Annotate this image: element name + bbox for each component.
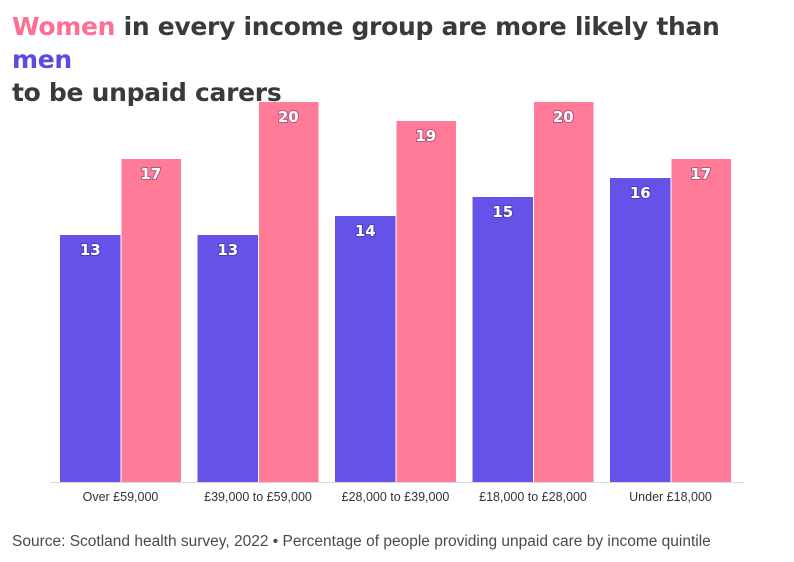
bar-chart: 13 17 Over £59,000 13 20 £39,000 to £59,000 14… [50, 102, 744, 504]
bar-women-3 [533, 102, 594, 482]
bar-men-1 [197, 235, 258, 482]
data-label-women-3: 20 [553, 108, 574, 126]
bar-men-3 [472, 197, 533, 482]
data-label-women-1: 20 [278, 108, 299, 126]
bar-women-2 [395, 121, 456, 482]
chart-title: Women in every income group are more lik… [12, 10, 782, 109]
data-label-men-1: 13 [217, 241, 238, 259]
title-highlight-women: Women [12, 12, 116, 41]
data-label-men-4: 16 [630, 184, 651, 202]
bar-men-0 [60, 235, 121, 482]
bar-women-4 [670, 159, 731, 482]
bar-women-1 [258, 102, 319, 482]
x-tick-label-3: £18,000 to £28,000 [479, 490, 587, 504]
title-middle: in every income group are more likely th… [115, 12, 720, 41]
data-label-men-2: 14 [355, 222, 376, 240]
data-label-men-3: 15 [492, 203, 513, 221]
title-highlight-men: men [12, 45, 72, 74]
x-tick-label-4: Under £18,000 [629, 490, 712, 504]
x-tick-label-1: £39,000 to £59,000 [204, 490, 312, 504]
data-label-women-0: 17 [140, 165, 161, 183]
data-label-women-4: 17 [690, 165, 711, 183]
title-line-2: to be unpaid carers [12, 78, 282, 107]
source-note: Source: Scotland health survey, 2022 • P… [12, 533, 711, 550]
data-label-women-2: 19 [415, 127, 436, 145]
bar-men-2 [335, 216, 396, 482]
bar-men-4 [610, 178, 671, 482]
x-tick-label-0: Over £59,000 [83, 490, 159, 504]
bar-women-0 [120, 159, 181, 482]
data-label-men-0: 13 [80, 241, 101, 259]
x-tick-label-2: £28,000 to £39,000 [342, 490, 450, 504]
